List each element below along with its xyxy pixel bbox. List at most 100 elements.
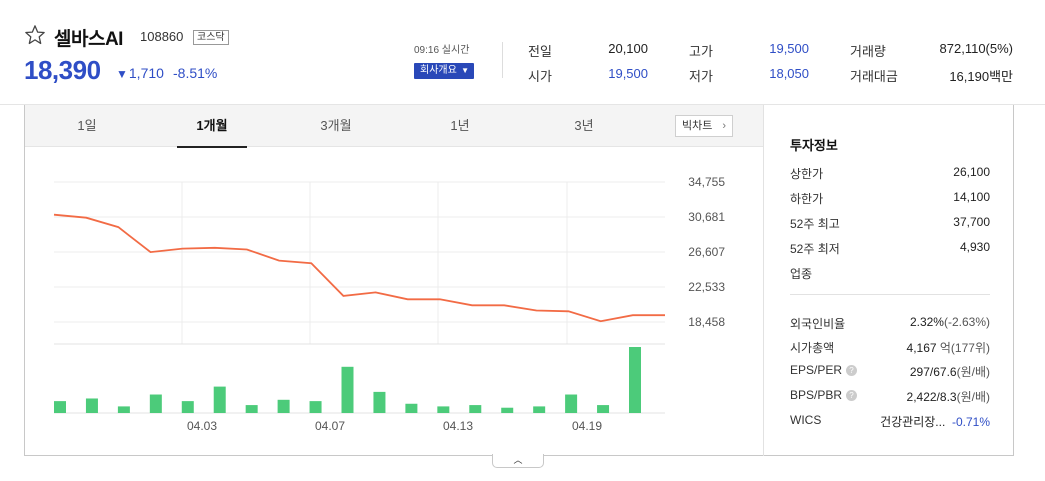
low52-label: 52주 최저: [790, 242, 840, 256]
low-value: 18,050: [769, 66, 809, 81]
prev-close-value: 20,100: [608, 41, 648, 56]
foreign-value: 2.32%: [909, 315, 944, 329]
chart-panel: 1일 1개월 3개월 1년 3년 빅차트 › 34,755 30,681 26,607…: [24, 105, 1014, 456]
volume-bar: [565, 394, 578, 413]
wics-change: -0.71%: [951, 415, 990, 429]
foreign-row: 외국인비율 2.32%(-2.63%): [790, 315, 990, 331]
big-chart-button[interactable]: 빅차트 ›: [675, 115, 733, 137]
eps-label-wrap: EPS/PER?: [790, 363, 858, 377]
lower-limit-row: 하한가 14,100: [790, 190, 990, 206]
lower-limit-value: 14,100: [953, 190, 990, 204]
high-value: 19,500: [769, 41, 809, 56]
star-outline-icon[interactable]: [24, 24, 46, 46]
foreign-label: 외국인비율: [790, 317, 846, 331]
eps-row: EPS/PER? 297/67.6(원/배): [790, 363, 990, 379]
lower-limit-label: 하한가: [790, 192, 824, 206]
volume-bar: [597, 405, 610, 413]
high52-value: 37,700: [953, 215, 990, 229]
low52-row: 52주 최저 4,930: [790, 240, 990, 256]
y-tick-label: 30,681: [688, 210, 725, 224]
amount-label: 거래대금: [850, 69, 898, 84]
bps-unit: (원/배): [956, 390, 990, 404]
y-tick-label: 26,607: [688, 245, 725, 259]
upper-limit-label: 상한가: [790, 167, 824, 181]
upper-limit-value: 26,100: [953, 165, 990, 179]
volume-bar: [54, 401, 66, 413]
company-overview-button[interactable]: 회사개요 ▼: [414, 63, 474, 79]
eps-unit: (원/배): [956, 365, 990, 379]
company-overview-label: 회사개요: [420, 65, 457, 76]
tab-1day[interactable]: 1일: [77, 118, 97, 133]
big-chart-label: 빅차트: [682, 120, 713, 132]
bps-value-wrap: 2,422/8.3(원/배): [907, 388, 990, 405]
mcap-value-wrap: 4,167 억(177위): [907, 339, 990, 356]
price-change-value: 1,710: [128, 65, 164, 81]
volume-label: 거래량: [850, 44, 886, 59]
info-divider: [790, 294, 990, 295]
open-value: 19,500: [608, 66, 648, 81]
volume-bar: [245, 405, 258, 413]
high52-row: 52주 최고 37,700: [790, 215, 990, 231]
divider: [502, 42, 503, 78]
period-tabs: 1일 1개월 3개월 1년 3년 빅차트 ›: [25, 105, 763, 148]
eps-label: EPS/PER: [790, 363, 843, 377]
amount-value: 16,190백만: [949, 69, 1013, 84]
industry-label: 업종: [790, 267, 813, 281]
x-tick-label: 04.03: [187, 419, 217, 433]
chevron-right-icon: ›: [722, 120, 726, 132]
tab-3year[interactable]: 3년: [574, 118, 594, 133]
x-tick-label: 04.19: [572, 419, 602, 433]
industry-row: 업종: [790, 265, 990, 281]
y-tick-label: 22,533: [688, 280, 725, 294]
price-change-pct: -8.51%: [173, 65, 218, 81]
wics-row: WICS 건강관리장... -0.71%: [790, 413, 990, 429]
volume-bar: [629, 347, 641, 413]
price-chart: 34,755 30,681 26,607 22,533 18,458 04.03 04.07…: [53, 175, 725, 433]
wics-value[interactable]: 건강관리장...: [880, 415, 946, 429]
header-divider: [0, 104, 1045, 105]
volume-value: 872,110(5%): [939, 41, 1013, 56]
question-icon[interactable]: ?: [846, 390, 858, 401]
foreign-change: (-2.63%): [943, 315, 990, 329]
volume-bar: [373, 391, 386, 413]
volume-bar: [85, 398, 98, 413]
question-icon[interactable]: ?: [846, 365, 858, 376]
volume-bar: [149, 394, 162, 413]
stock-header: 셀바스AI 108860 코스닥 18,390 ▼1,710 -8.51% 09…: [0, 0, 1045, 105]
volume-bar: [501, 407, 514, 413]
tab-3month[interactable]: 3개월: [320, 118, 352, 133]
y-tick-label: 34,755: [688, 175, 725, 189]
stock-name: 셀바스AI: [54, 29, 123, 50]
mcap-label: 시가총액: [790, 341, 835, 355]
invest-info-title: 투자정보: [790, 138, 838, 153]
mcap-value: 4,167: [906, 341, 937, 355]
volume-bar: [117, 406, 130, 413]
upper-limit-row: 상한가 26,100: [790, 165, 990, 181]
price-change: ▼1,710: [116, 65, 164, 81]
volume-bar: [469, 405, 482, 413]
panel-divider: [763, 105, 764, 456]
eps-value-wrap: 297/67.6(원/배): [910, 363, 990, 380]
tab-1month[interactable]: 1개월: [177, 105, 247, 148]
price-line: [53, 213, 665, 323]
tab-1year[interactable]: 1년: [450, 118, 470, 133]
caret-down-icon: ▼: [461, 66, 469, 75]
foreign-value-wrap: 2.32%(-2.63%): [910, 315, 990, 329]
volume-bar: [309, 401, 322, 413]
y-tick-label: 18,458: [688, 315, 725, 329]
volume-bar: [213, 386, 226, 413]
realtime-label: 09:16 실시간: [414, 45, 470, 56]
eps-value: 297/67.6: [909, 365, 957, 379]
bps-value: 2,422/8.3: [906, 390, 957, 404]
volume-bar: [277, 399, 290, 413]
high52-label: 52주 최고: [790, 217, 840, 231]
x-tick-label: 04.07: [315, 419, 345, 433]
bps-label: BPS/PBR: [790, 388, 843, 402]
chevron-up-icon: ︿: [513, 455, 523, 465]
prev-close-label: 전일: [528, 44, 552, 59]
mcap-row: 시가총액 4,167 억(177위): [790, 339, 990, 355]
volume-bar: [533, 406, 546, 413]
stock-code: 108860: [140, 29, 184, 44]
bps-row: BPS/PBR? 2,422/8.3(원/배): [790, 388, 990, 404]
collapse-toggle[interactable]: ︿: [492, 454, 544, 468]
